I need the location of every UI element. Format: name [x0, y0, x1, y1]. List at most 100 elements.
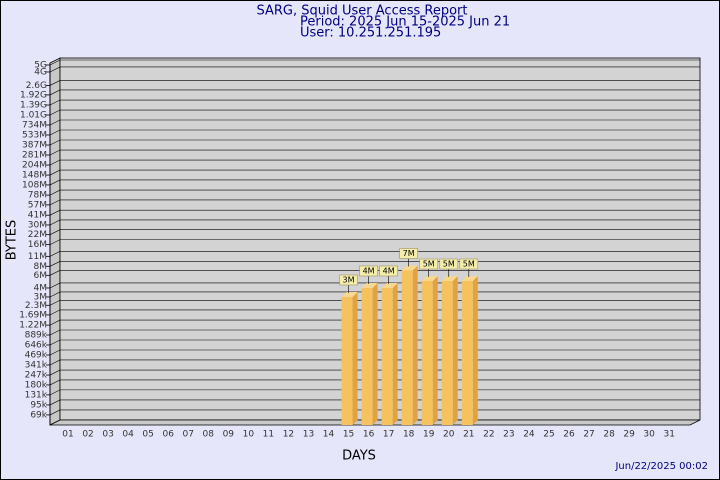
grid-line	[49, 359, 700, 366]
grid-line	[49, 269, 700, 276]
grid-line	[49, 379, 700, 386]
footer: Jun/22/2025 00:02	[614, 461, 708, 472]
y-tick-label: 2.6G	[26, 81, 47, 91]
y-tick-label: 95k	[30, 400, 47, 410]
y-tick-label: 646k	[25, 340, 48, 350]
bar-top	[401, 265, 418, 271]
y-tick-label: 533M	[22, 131, 47, 141]
grid-line	[49, 179, 700, 186]
x-tick-label: 21	[463, 430, 474, 440]
grid-line	[49, 319, 700, 326]
y-tick-label: 889k	[25, 331, 48, 341]
bar-side	[392, 282, 398, 425]
x-tick-label: 02	[82, 430, 93, 440]
y-axis-label: BYTES	[5, 220, 20, 261]
value-label: 4M	[363, 266, 375, 275]
grid-line	[49, 129, 700, 136]
y-tick-label: 57M	[28, 200, 47, 210]
value-label: 4M	[383, 266, 395, 275]
y-tick-label: 281M	[22, 151, 47, 161]
bar	[341, 296, 353, 425]
x-tick-label: 31	[663, 430, 674, 440]
bar	[461, 281, 473, 425]
y-tick-label: 204M	[22, 161, 47, 171]
x-tick-label: 01	[62, 430, 73, 440]
grid-line	[49, 99, 700, 106]
label-box	[399, 248, 418, 259]
y-tick-label: 734M	[22, 120, 47, 130]
bar-top	[381, 282, 398, 288]
grid-line	[49, 219, 700, 226]
x-axis-label: DAYS	[342, 449, 376, 464]
y-tick-label: 4G	[34, 67, 47, 77]
x-tick-label: 17	[383, 430, 394, 440]
x-tick-label: 28	[603, 430, 615, 440]
grid-line	[49, 261, 700, 267]
grid-line	[49, 309, 700, 316]
grid-line	[49, 291, 700, 298]
x-tick-label: 22	[483, 430, 494, 440]
y-tick-label: 247k	[25, 371, 48, 381]
grid-line	[49, 282, 700, 289]
label-box	[359, 265, 378, 277]
y-tick-label: 5G	[34, 61, 47, 71]
x-tick-label: 16	[363, 430, 375, 440]
y-tick-label: 469k	[25, 351, 48, 361]
y-tick-label: 69k	[30, 410, 47, 420]
x-tick-label: 18	[403, 430, 415, 440]
y-tick-label: 78M	[28, 191, 47, 201]
y-tick-label: 3M	[34, 292, 48, 302]
y-tick-label: 22M	[28, 230, 47, 240]
grid-line	[49, 119, 700, 126]
y-tick-label: 1.69M	[19, 310, 47, 320]
grid-line	[49, 349, 700, 356]
grid-line	[49, 251, 700, 257]
x-tick-label: 12	[283, 430, 294, 440]
chart-subtitle: Period: 2025 Jun 15-2025 Jun 21	[300, 15, 510, 30]
x-tick-label: 03	[102, 430, 113, 440]
y-tick-label: 2.3M	[25, 301, 47, 311]
label-box	[419, 258, 439, 270]
label-box	[459, 258, 479, 270]
grid-line	[49, 369, 700, 376]
y-tick-label: 341k	[25, 360, 48, 370]
y-tick-label: 8M	[34, 262, 48, 272]
x-tick-label: 30	[643, 430, 655, 440]
x-tick-label: 05	[142, 430, 153, 440]
bar-side	[352, 291, 358, 425]
x-tick-label: 10	[243, 430, 255, 440]
grid-line	[49, 389, 700, 396]
bar-side	[372, 282, 378, 425]
bar-top	[361, 282, 378, 288]
value-label: 3M	[343, 275, 355, 284]
grid-line	[49, 399, 700, 406]
bar-top	[421, 276, 438, 281]
y-tick-label: 148M	[22, 171, 47, 181]
x-tick-label: 11	[263, 430, 274, 440]
y-tick-label: 16M	[28, 240, 47, 250]
value-label: 5M	[443, 260, 455, 269]
y-tick-label: 1.22M	[19, 321, 47, 331]
x-tick-label: 14	[323, 430, 335, 440]
x-tick-label: 23	[503, 430, 514, 440]
back-wall	[59, 57, 701, 421]
grid-line	[49, 66, 700, 73]
value-label: 5M	[463, 260, 475, 269]
chart-title: SARG, Squid User Access Report	[257, 4, 468, 19]
bar-top	[461, 276, 478, 281]
grid-line	[49, 159, 700, 166]
x-tick-label: 19	[423, 430, 435, 440]
grid-line	[49, 409, 700, 416]
value-label: 5M	[423, 260, 435, 269]
x-tick-label: 27	[583, 430, 594, 440]
grid-line	[49, 329, 700, 336]
grid-line	[49, 239, 700, 245]
bar-side	[452, 276, 458, 425]
x-tick-label: 13	[303, 430, 314, 440]
bar-side	[412, 265, 418, 425]
x-tick-label: 09	[223, 430, 235, 440]
y-tick-label: 1.39G	[20, 101, 47, 111]
x-tick-label: 24	[523, 430, 535, 440]
x-tick-label: 08	[203, 430, 215, 440]
